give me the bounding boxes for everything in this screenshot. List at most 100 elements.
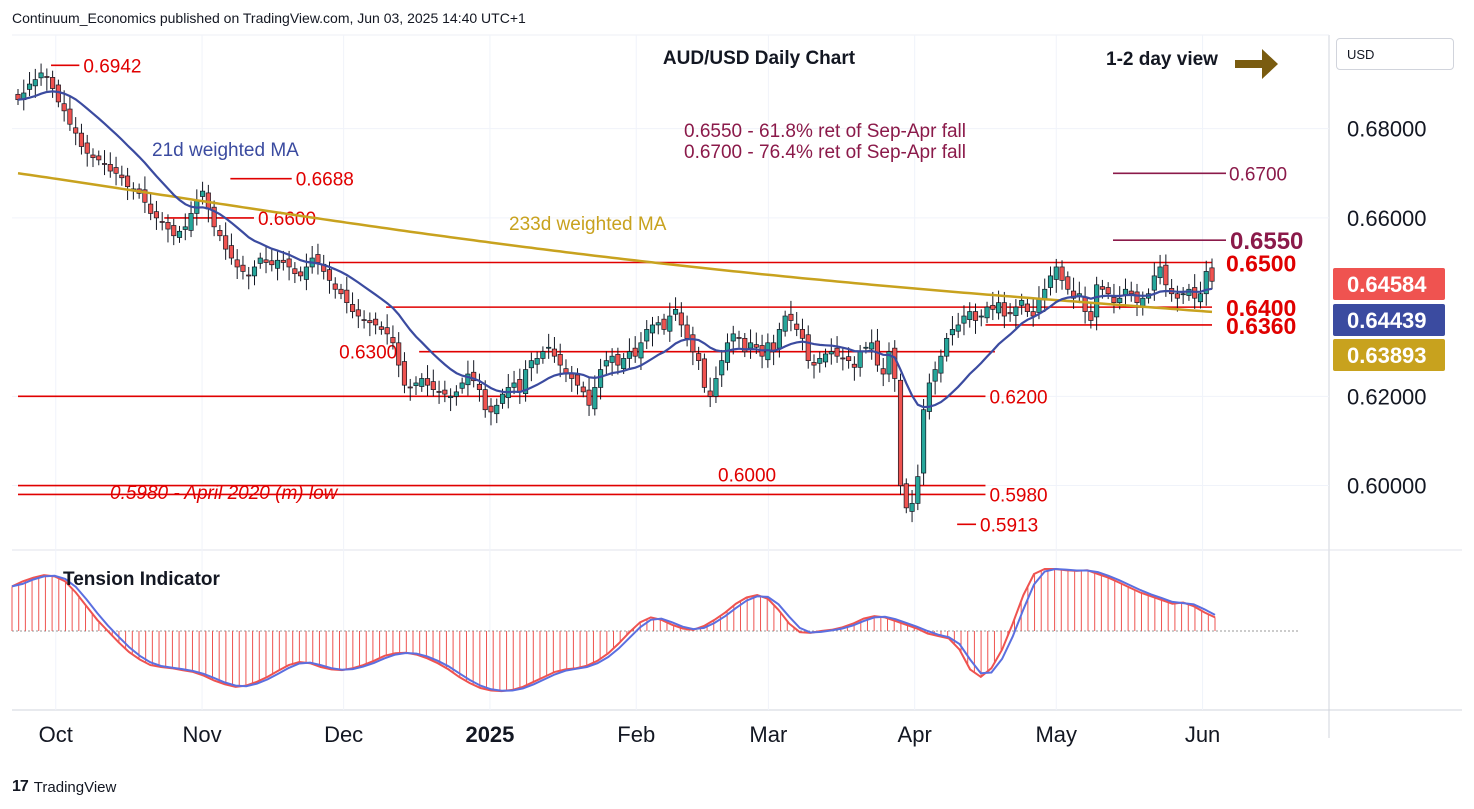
x-tick-label: May [1035, 722, 1077, 747]
candle-body [949, 329, 955, 336]
candle-body [251, 266, 258, 277]
candle-body [1105, 287, 1111, 295]
candle-body [1111, 296, 1117, 304]
candle [961, 305, 967, 336]
candle-body [315, 254, 321, 263]
candle-body [96, 155, 102, 161]
candle [50, 70, 56, 98]
y-tick-label: 0.66000 [1347, 206, 1427, 231]
price-tag-label: 0.64439 [1347, 308, 1427, 333]
ma21-line [17, 90, 1213, 409]
candle-body [332, 283, 338, 290]
candle-body [286, 258, 292, 268]
candle [546, 333, 552, 359]
candle-body [984, 306, 990, 319]
candle-body [644, 329, 650, 342]
candle [626, 338, 632, 370]
candle [61, 90, 67, 122]
candle [367, 312, 373, 337]
tension-indicator-pane: Tension Indicator [11, 567, 1300, 693]
candle-body [1001, 302, 1007, 317]
candle-body [228, 245, 234, 259]
price-tag-label: 0.64584 [1347, 272, 1427, 297]
candle [551, 337, 557, 363]
level-0.6500: 0.6500 [329, 251, 1296, 277]
candle [1088, 302, 1094, 329]
right-arrow-icon [1235, 49, 1278, 79]
ma233-label: 233d weighted MA [509, 214, 667, 235]
candle [292, 262, 298, 284]
candle [448, 388, 454, 412]
candle-body [776, 329, 782, 349]
candle [396, 332, 402, 378]
candle [78, 123, 84, 155]
candle-body [1174, 293, 1180, 299]
candle [125, 167, 131, 201]
candle [309, 245, 315, 274]
candle [799, 318, 806, 351]
candle [1065, 271, 1071, 295]
candle [938, 349, 944, 383]
level-label: 0.6500 [1226, 251, 1296, 277]
candle-body [1180, 293, 1186, 296]
candle [251, 260, 258, 286]
candle [338, 283, 344, 300]
price-tag-label: 0.63893 [1347, 343, 1427, 368]
candle-body [188, 213, 194, 231]
candle [1059, 260, 1065, 290]
candle [696, 346, 702, 371]
brand-name: TradingView [33, 778, 117, 796]
candle [667, 302, 673, 342]
candle [1007, 303, 1013, 322]
candle-body [459, 382, 465, 389]
candle [73, 117, 79, 146]
candle [67, 97, 73, 131]
candle [378, 321, 384, 335]
candle-body [996, 302, 1002, 314]
candle [113, 156, 119, 186]
candle-body [742, 337, 748, 353]
candle-body [240, 264, 246, 272]
candle-body [1122, 288, 1129, 295]
candle [632, 336, 638, 363]
candle [321, 254, 327, 280]
candle [176, 225, 183, 243]
candle [90, 148, 96, 168]
candle-body [1163, 264, 1169, 286]
candle [315, 243, 321, 275]
level-0.6000: 0.6000 [18, 466, 986, 487]
candle-body [211, 206, 217, 228]
candle-body [1134, 291, 1140, 304]
candle [932, 361, 938, 395]
candle-body [1117, 297, 1123, 304]
candle [390, 325, 396, 350]
candle [240, 255, 246, 280]
y-tick-label: 0.60000 [1347, 474, 1427, 499]
candle [401, 352, 408, 394]
candle-body [217, 230, 223, 237]
currency-selector[interactable]: USD [1336, 38, 1454, 70]
price-axis[interactable]: 0.68000 0.66000 0.62000 0.60000 0.64584 0.644… [1333, 117, 1445, 499]
candle [234, 249, 240, 280]
candle-body [148, 203, 154, 214]
tension-fast-line [11, 568, 1216, 693]
candle-body [176, 230, 183, 238]
candle [148, 192, 154, 221]
candle [851, 356, 857, 381]
candle [834, 336, 840, 363]
x-tick-label: Jun [1185, 722, 1220, 747]
candle [886, 342, 892, 383]
target-0.6550: 0.6550 [1113, 228, 1303, 255]
candle-body [834, 347, 840, 357]
x-tick-label: Feb [617, 722, 655, 747]
tradingview-brand[interactable]: 17 TradingView [12, 778, 116, 796]
time-axis[interactable]: Oct Nov Dec 2025 Feb Mar Apr May Jun [39, 722, 1221, 747]
candle [678, 302, 684, 338]
publisher-line: Continuum_Economics published on Trading… [12, 10, 526, 26]
candle-body [707, 390, 713, 397]
level-0.6200: 0.6200 [18, 387, 1048, 408]
candle-body [598, 369, 604, 388]
y-tick-label: 0.68000 [1347, 117, 1427, 142]
candle-body [863, 346, 869, 349]
